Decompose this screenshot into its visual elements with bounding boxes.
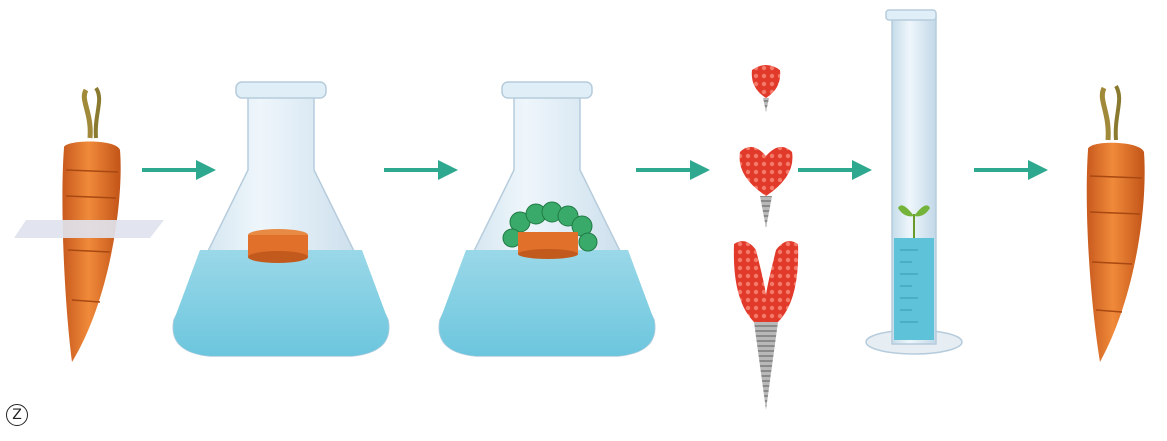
flask-with-callus (438, 81, 656, 357)
seedling-in-cylinder (865, 9, 963, 355)
flask-with-carrot-disc (172, 81, 390, 357)
panel-label: Z (6, 404, 28, 426)
mature-carrot (1086, 85, 1145, 362)
carrot-with-slice (14, 86, 164, 362)
developing-embryos (733, 65, 799, 410)
